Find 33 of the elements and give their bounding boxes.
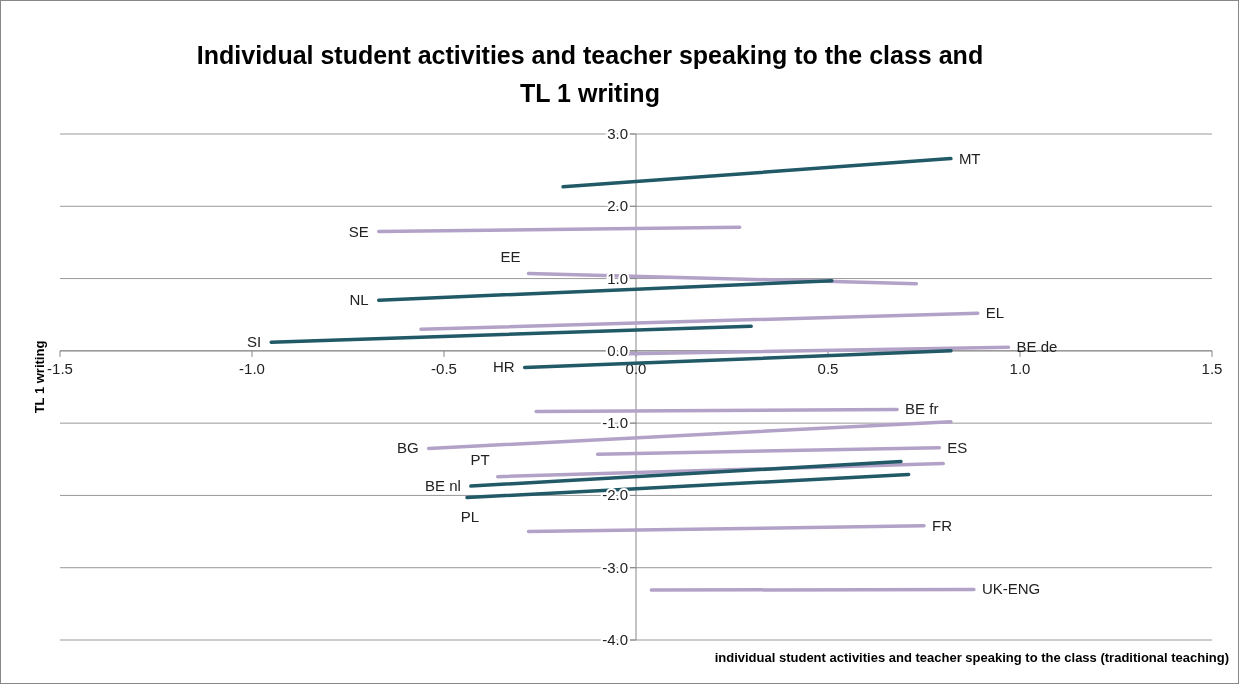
x-tick-label: -1.0 — [239, 359, 265, 377]
series-label: BG — [396, 439, 419, 457]
series-label: EE — [500, 247, 521, 265]
x-tick-label: -0.5 — [431, 359, 457, 377]
chart-title: Individual student activities and teacher speaking to the class and TL 1 writing — [196, 41, 984, 107]
x-tick-label: 1.5 — [1201, 359, 1223, 377]
y-tick-label: 3.0 — [607, 125, 628, 142]
series-label: FR — [932, 516, 953, 534]
series-label: SE — [348, 222, 369, 240]
series-label: HR — [492, 358, 515, 376]
series-label: ES — [947, 438, 968, 456]
y-tick-label: 0.0 — [607, 341, 628, 359]
series-label: BE de — [1016, 338, 1058, 356]
series-label: NL — [349, 291, 369, 309]
series-label: SI — [247, 333, 262, 351]
x-tick-label: -1.5 — [47, 359, 73, 377]
y-tick-label: -1.0 — [602, 414, 628, 432]
y-tick-label: 1.0 — [607, 269, 628, 287]
y-tick-label: 2.0 — [607, 197, 628, 215]
series-label: UK-ENG — [981, 580, 1041, 598]
x-tick-label: 1.0 — [1009, 359, 1031, 377]
y-axis-title: TL 1 writing — [32, 340, 47, 414]
series-label: EL — [985, 304, 1005, 322]
series-label: PT — [470, 450, 490, 468]
series-label: MT — [958, 149, 981, 167]
y-tick-label: -4.0 — [602, 631, 628, 648]
x-axis-title: individual student activities and teacher speaking to the class (traditional teaching) — [714, 650, 1229, 665]
y-tick-label: -3.0 — [602, 558, 628, 576]
y-tick-label: -2.0 — [602, 486, 628, 504]
series-label: PL — [460, 507, 480, 525]
series-label: BE nl — [425, 477, 461, 495]
x-tick-label: 0.5 — [817, 359, 839, 377]
series-label: BE fr — [905, 400, 939, 418]
